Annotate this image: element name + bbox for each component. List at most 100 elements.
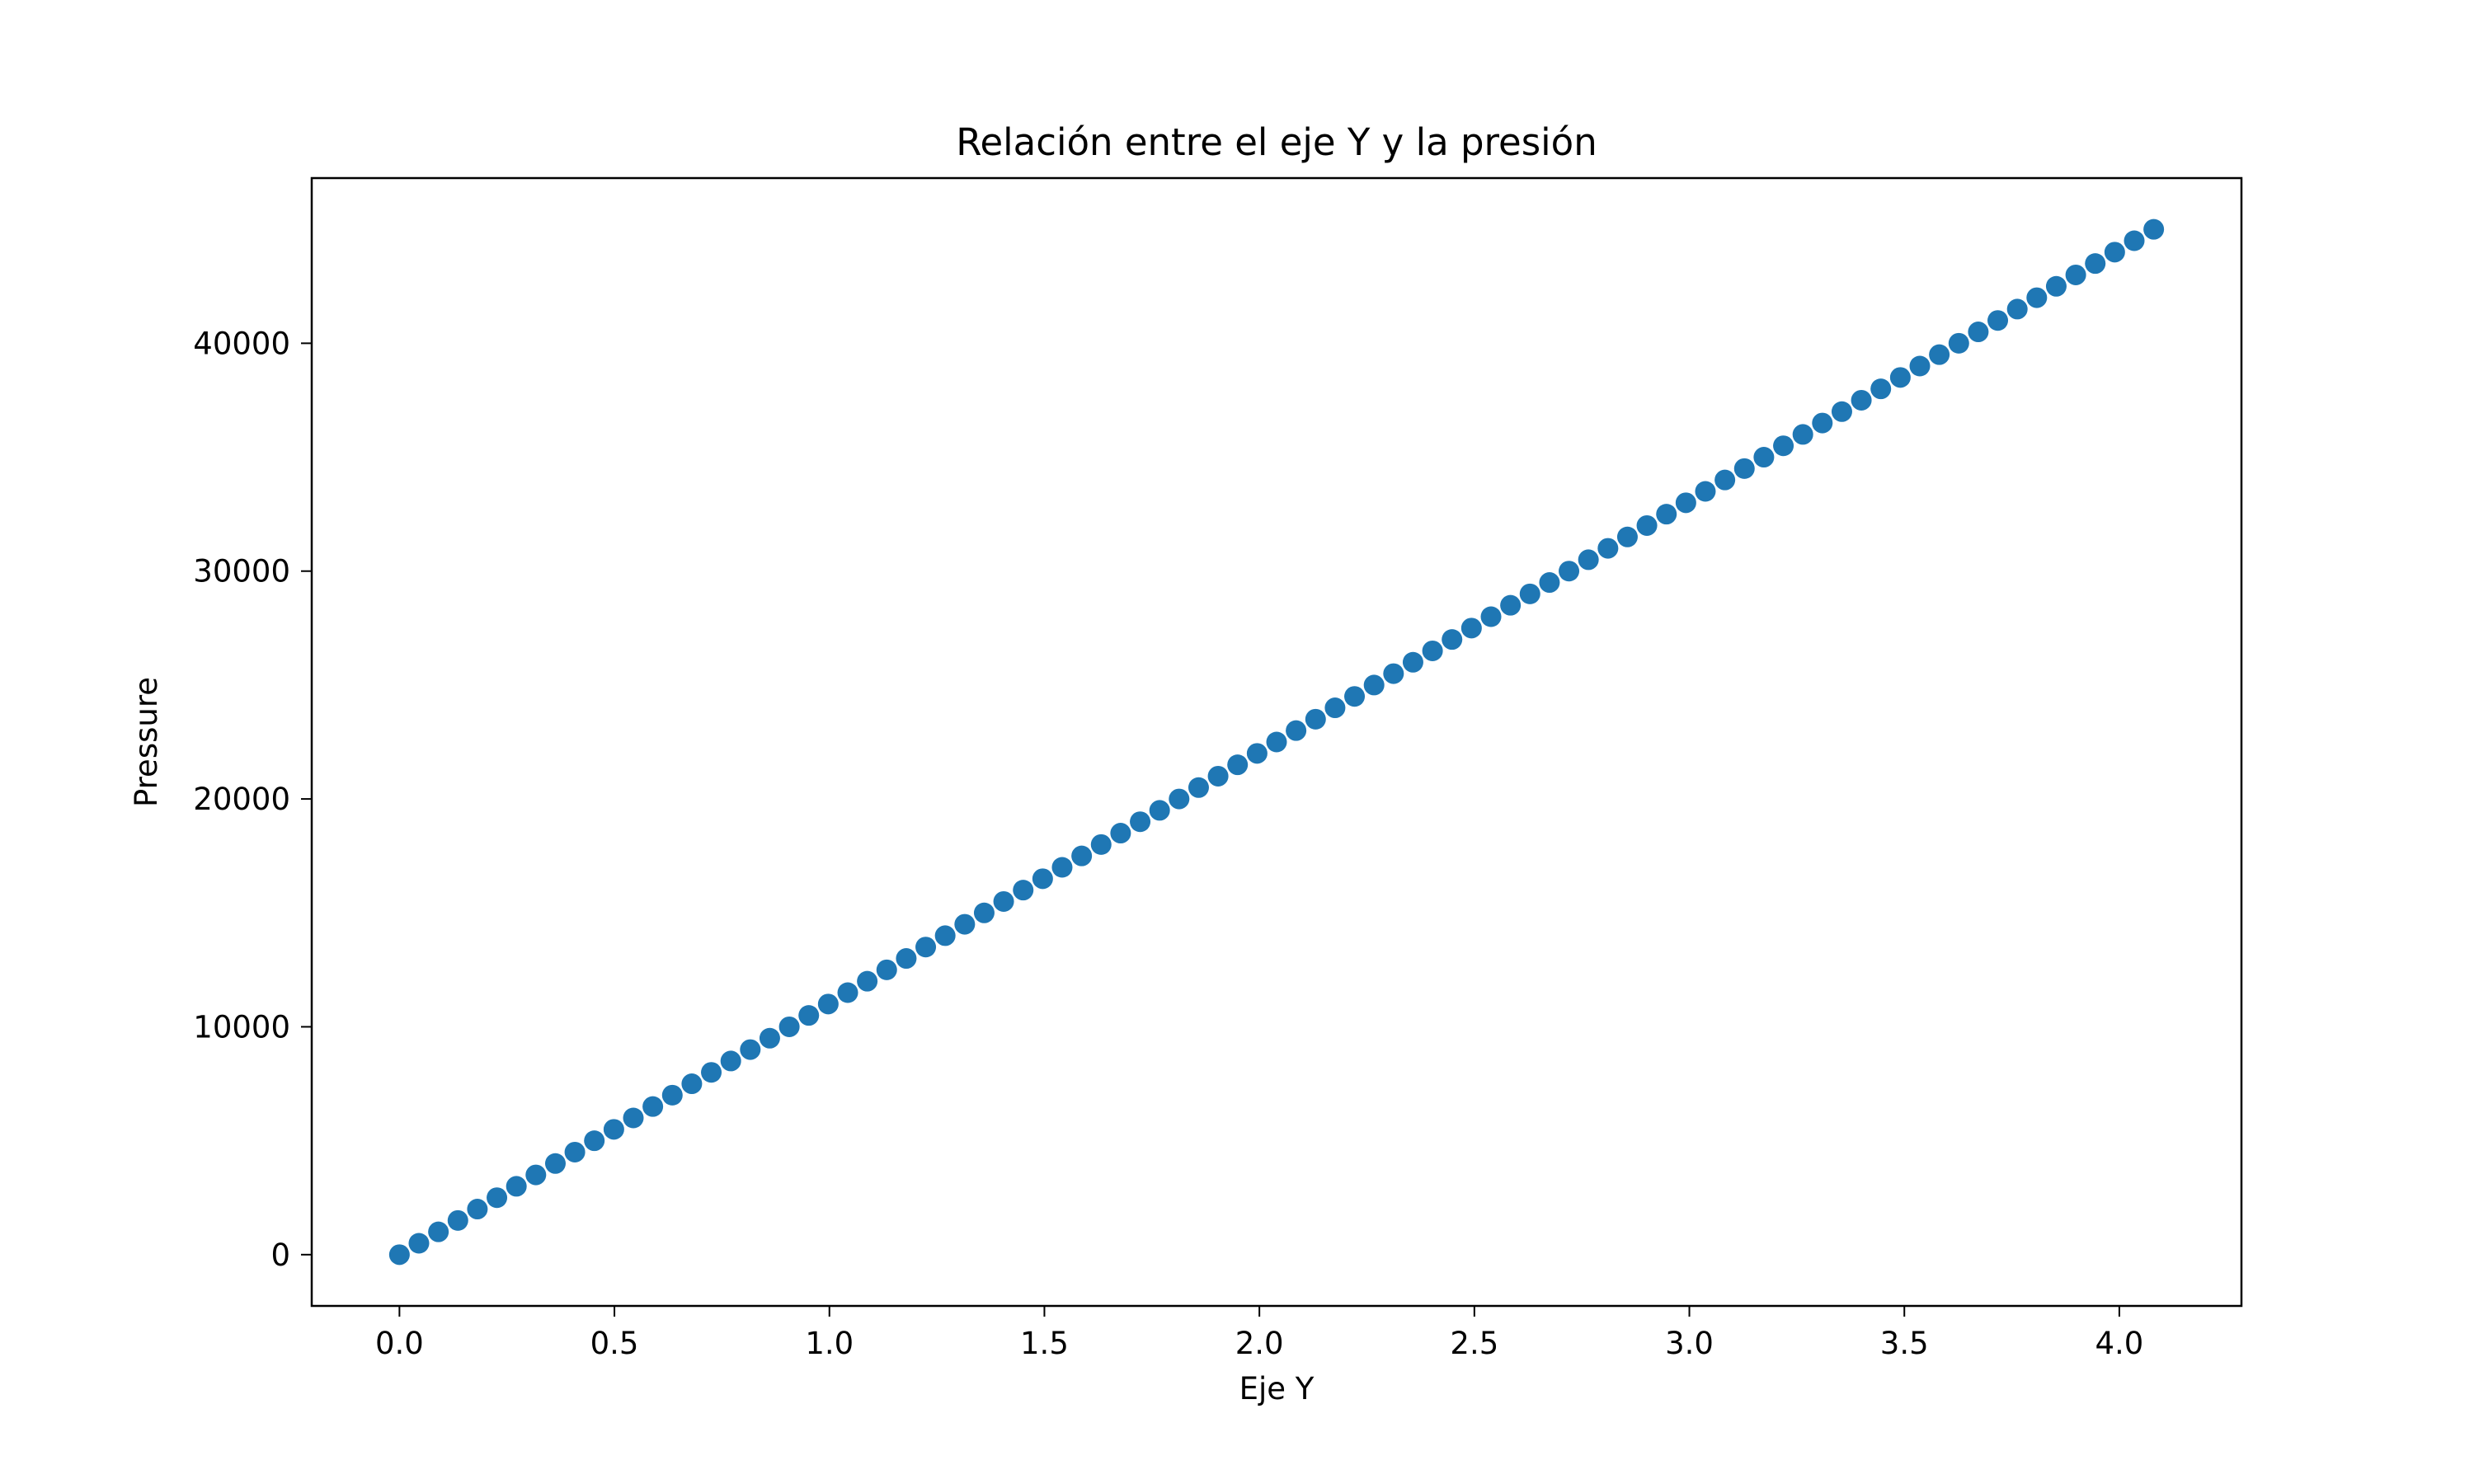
data-point — [1851, 389, 1872, 411]
data-point — [2104, 242, 2125, 263]
data-point — [525, 1164, 547, 1186]
data-point — [2026, 287, 2048, 308]
data-points — [388, 218, 2165, 1266]
data-point — [1383, 663, 1404, 684]
data-point — [2085, 253, 2106, 275]
x-tick-label: 2.0 — [1235, 1326, 1284, 1361]
data-point — [934, 925, 956, 946]
y-tick-label: 20000 — [193, 782, 290, 817]
data-point — [1090, 834, 1112, 855]
data-point — [1616, 526, 1638, 547]
data-point — [1500, 594, 1522, 616]
data-point — [1344, 686, 1366, 707]
data-point — [701, 1062, 722, 1083]
data-point — [1422, 640, 1443, 661]
data-point — [1246, 743, 1268, 764]
data-point — [1207, 765, 1229, 787]
data-point — [661, 1084, 683, 1106]
data-point — [1110, 823, 1131, 844]
data-point — [1519, 583, 1540, 604]
data-point — [1733, 458, 1755, 479]
data-point — [487, 1187, 508, 1209]
data-point — [915, 937, 937, 958]
y-axis-ticks: 0 10000 20000 30000 40000 — [193, 326, 312, 1273]
x-tick-label: 1.0 — [805, 1326, 854, 1361]
data-point — [1773, 435, 1794, 457]
chart-title: Relación entre el eje Y y la presión — [956, 120, 1597, 164]
data-point — [778, 1016, 800, 1037]
data-point — [623, 1107, 644, 1129]
x-axis-label: Eje Y — [1239, 1371, 1315, 1407]
data-point — [1227, 754, 1249, 776]
data-point — [740, 1039, 761, 1060]
data-point — [1636, 514, 1658, 536]
data-point — [1032, 868, 1053, 890]
y-tick-label: 40000 — [193, 326, 290, 361]
y-tick-label: 30000 — [193, 554, 290, 589]
data-point — [1987, 310, 2009, 331]
data-point — [876, 959, 897, 980]
data-point — [1460, 618, 1482, 639]
data-point — [388, 1244, 410, 1266]
data-point — [1071, 845, 1093, 866]
data-point — [896, 948, 917, 970]
data-point — [1909, 355, 1931, 377]
data-point — [1675, 492, 1696, 514]
data-point — [2006, 298, 2028, 320]
x-tick-label: 0.5 — [590, 1326, 639, 1361]
data-point — [1656, 504, 1677, 525]
data-point — [1753, 447, 1775, 468]
data-point — [681, 1073, 703, 1095]
data-point — [506, 1176, 527, 1197]
data-point — [408, 1233, 430, 1254]
data-point — [973, 902, 995, 923]
data-point — [1442, 629, 1463, 650]
data-point — [1188, 777, 1209, 798]
data-point — [544, 1153, 566, 1174]
data-point — [759, 1027, 780, 1049]
data-point — [1948, 332, 1969, 354]
data-point — [1578, 549, 1599, 571]
data-point — [1149, 800, 1170, 821]
data-point — [798, 1005, 820, 1026]
data-point — [720, 1050, 741, 1072]
data-point — [2124, 230, 2145, 251]
x-tick-label: 3.5 — [1880, 1326, 1929, 1361]
x-tick-label: 2.5 — [1450, 1326, 1498, 1361]
data-point — [1831, 401, 1852, 422]
data-point — [584, 1130, 605, 1152]
x-tick-label: 4.0 — [2095, 1326, 2144, 1361]
data-point — [1812, 412, 1833, 434]
data-point — [1286, 720, 1307, 741]
x-axis-ticks: 0.0 0.5 1.0 1.5 2.0 2.5 3.0 3.5 4.0 — [375, 1306, 2143, 1361]
data-point — [1051, 857, 1073, 878]
data-point — [1559, 561, 1580, 582]
data-point — [1539, 572, 1560, 594]
data-point — [1130, 811, 1151, 833]
data-point — [642, 1096, 664, 1117]
data-point — [993, 890, 1014, 912]
data-point — [2065, 264, 2086, 285]
data-point — [1402, 651, 1423, 673]
plot-area-frame — [310, 176, 2243, 1308]
data-point — [1266, 731, 1287, 753]
data-point — [1480, 606, 1502, 627]
y-tick-label: 10000 — [193, 1009, 290, 1045]
data-point — [954, 913, 976, 935]
y-tick-label: 0 — [270, 1237, 290, 1273]
data-point — [428, 1221, 449, 1242]
data-point — [1968, 322, 1989, 343]
data-point — [1870, 378, 1892, 400]
data-point — [1013, 880, 1034, 901]
data-point — [2045, 275, 2067, 297]
y-axis-label: Pressure — [129, 677, 164, 807]
data-point — [564, 1141, 586, 1162]
data-point — [1889, 367, 1911, 388]
data-point — [2143, 218, 2165, 240]
data-point — [603, 1119, 624, 1140]
data-point — [1929, 344, 1950, 365]
data-point — [837, 982, 858, 1003]
data-point — [1363, 674, 1385, 696]
